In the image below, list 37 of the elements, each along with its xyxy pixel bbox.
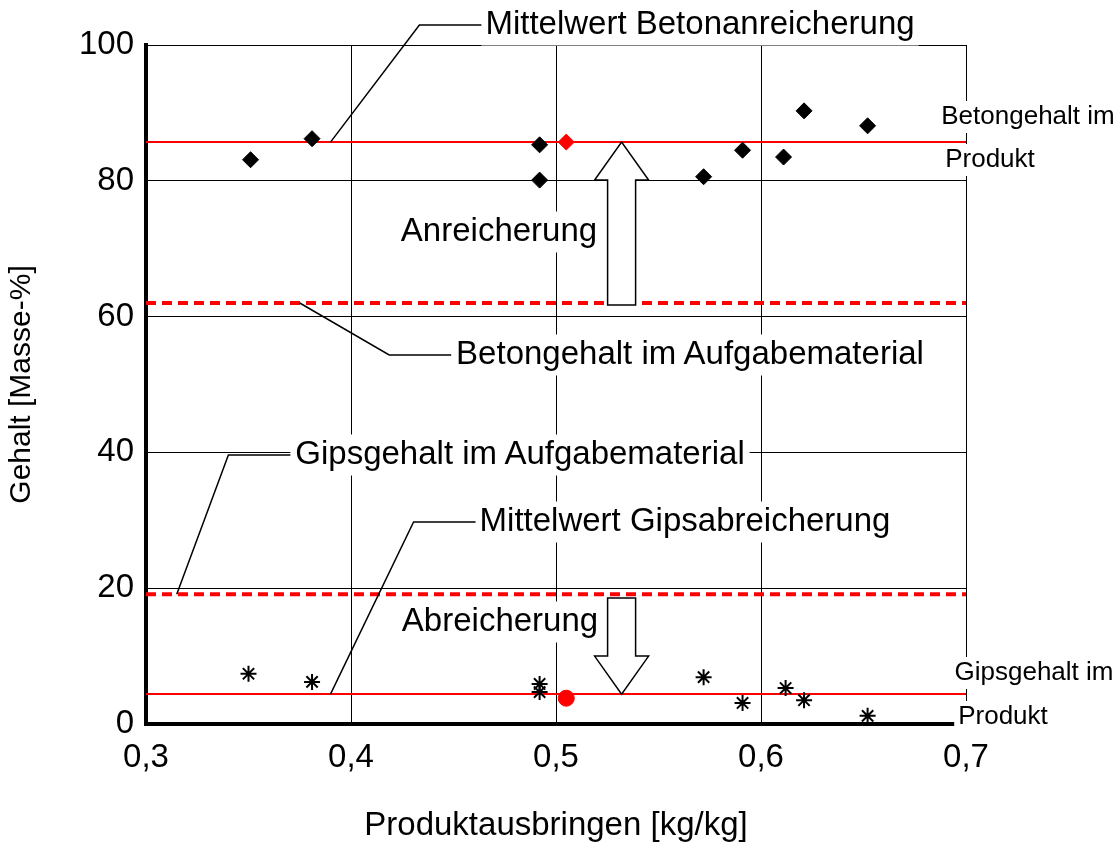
point — [775, 148, 793, 166]
x-tick-label: 0,6 — [738, 736, 784, 774]
annotation: Anreicherung — [400, 211, 598, 249]
y-tick-label: 40 — [97, 431, 134, 469]
y-tick-label: 100 — [78, 24, 134, 62]
point — [695, 168, 713, 186]
point — [239, 664, 258, 683]
y-tick-label: 80 — [97, 159, 134, 197]
annotation: Mittelwert Betonanreicherung — [485, 4, 915, 42]
annotation: Betongehalt im Aufgabematerial — [456, 334, 924, 372]
point — [734, 141, 752, 159]
y-tick-label: 60 — [97, 295, 134, 333]
x-tick-label: 0,7 — [943, 736, 989, 774]
y-axis-title: Gehalt [Masse-%] — [3, 265, 37, 504]
point — [531, 171, 549, 189]
x-axis-title: Produktausbringen [kg/kg] — [364, 805, 748, 843]
point — [858, 706, 877, 724]
annotation: Betongehalt im Produkt — [941, 100, 1114, 174]
annotation: Gipsgehalt im Aufgabematerial — [295, 434, 745, 472]
point — [733, 693, 752, 712]
point — [859, 117, 877, 135]
point — [303, 672, 322, 691]
point — [557, 689, 575, 707]
annotation: Mittelwert Gipsabreicherung — [479, 501, 891, 539]
point — [776, 679, 795, 698]
point — [531, 136, 549, 154]
y-tick-label: 20 — [97, 567, 134, 605]
point — [557, 133, 575, 151]
annotation: Abreicherung — [401, 601, 599, 639]
point — [694, 668, 713, 687]
point — [795, 691, 814, 710]
point — [795, 102, 813, 120]
point — [303, 130, 321, 148]
annotation: Gipsgehalt im Produkt — [954, 656, 1114, 731]
x-tick-label: 0,5 — [533, 736, 579, 774]
x-tick-label: 0,4 — [328, 736, 374, 774]
point — [242, 151, 260, 169]
